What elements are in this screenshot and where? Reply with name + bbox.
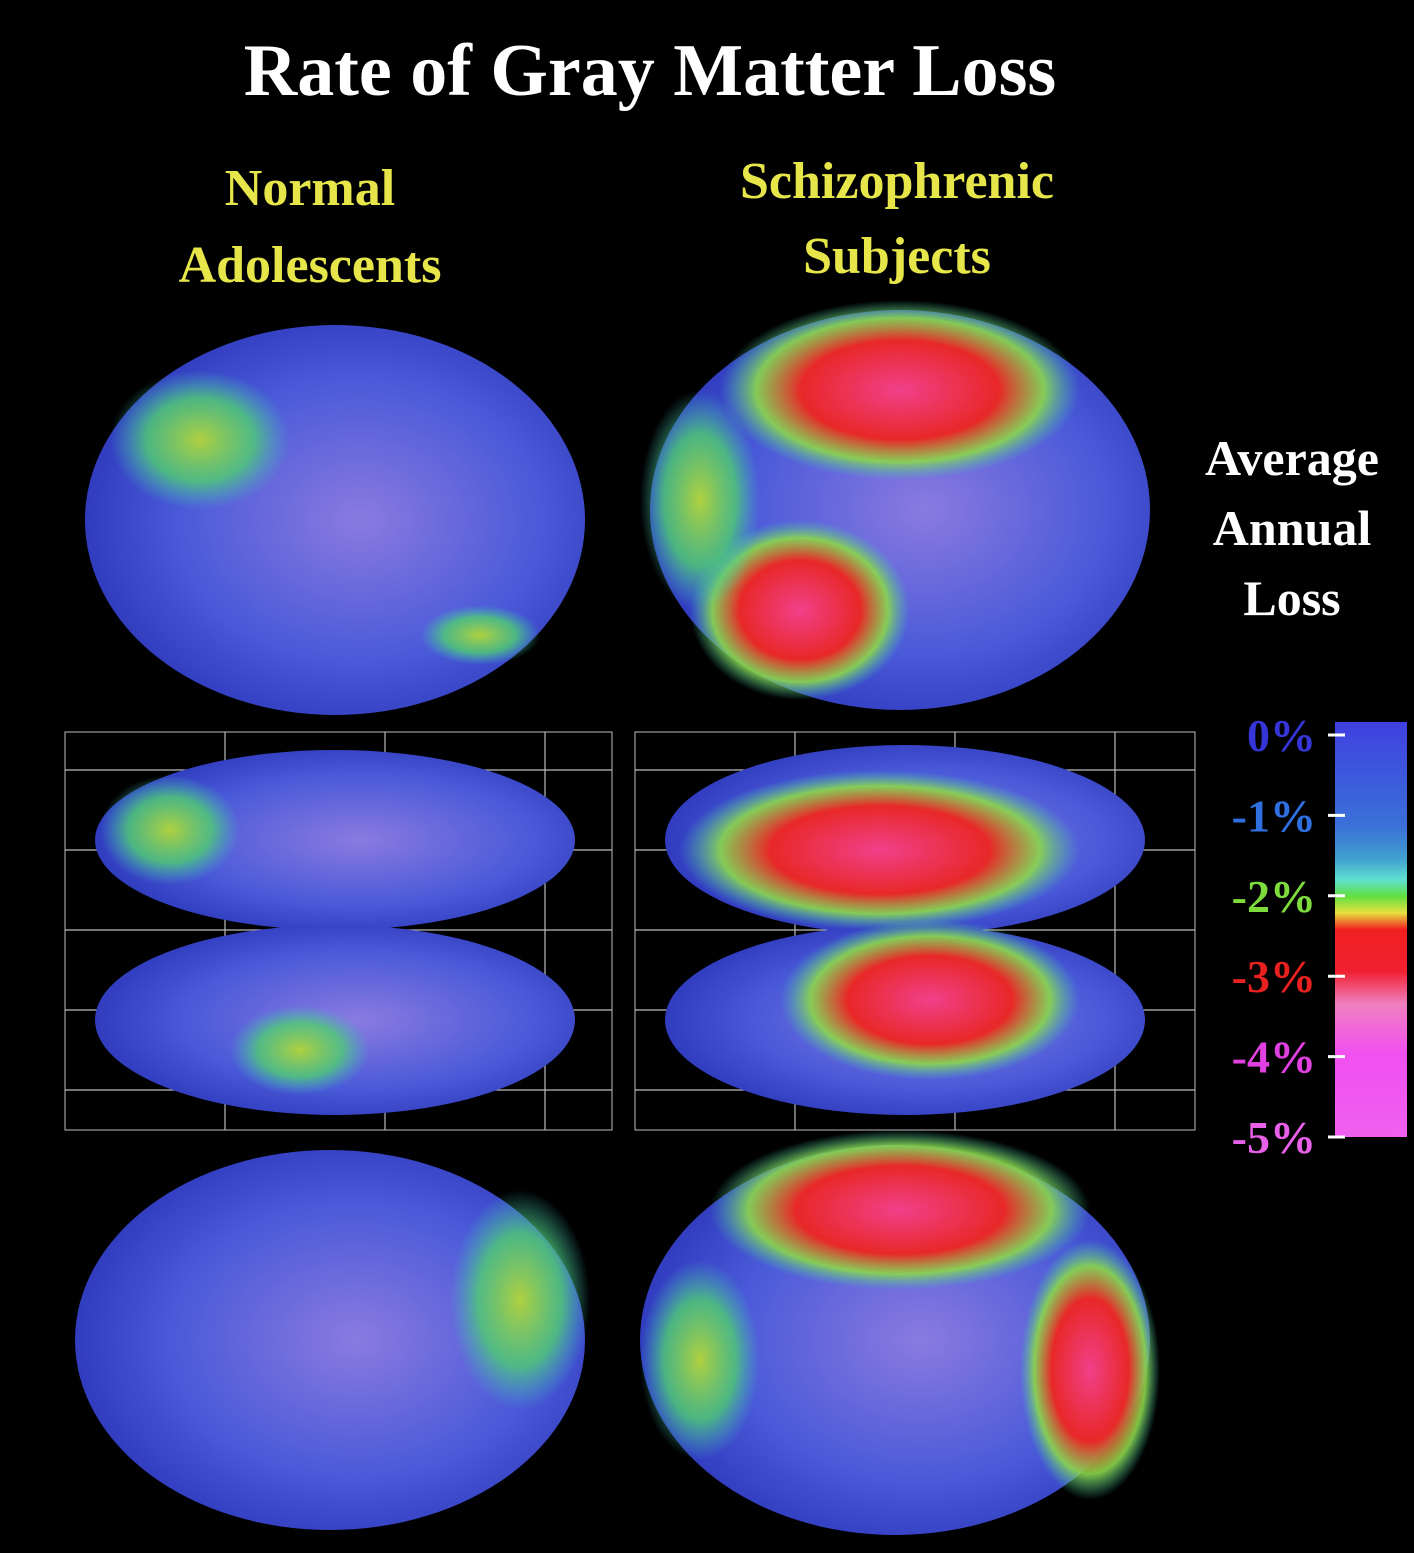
figure-title: Rate of Gray Matter Loss (244, 30, 1056, 112)
color-bar-label: -5% (1232, 1112, 1316, 1163)
brain-schizophrenic (640, 300, 1160, 1535)
color-bar-label: -4% (1232, 1032, 1316, 1083)
column-heading: Normal (225, 160, 395, 217)
legend-title: Average (1205, 430, 1379, 486)
color-bar-label: -1% (1232, 790, 1316, 841)
color-bar-label: 0% (1247, 710, 1316, 761)
legend-title: Annual (1213, 500, 1372, 556)
legend-title: Loss (1243, 570, 1340, 626)
color-bar (1335, 722, 1407, 1137)
column-heading: Adolescents (179, 237, 442, 294)
color-bar-label: -2% (1232, 871, 1316, 922)
column-heading: Subjects (803, 228, 991, 285)
column-heading: Schizophrenic (740, 153, 1054, 210)
color-bar-label: -3% (1232, 951, 1316, 1002)
brain-normal (75, 325, 590, 1530)
